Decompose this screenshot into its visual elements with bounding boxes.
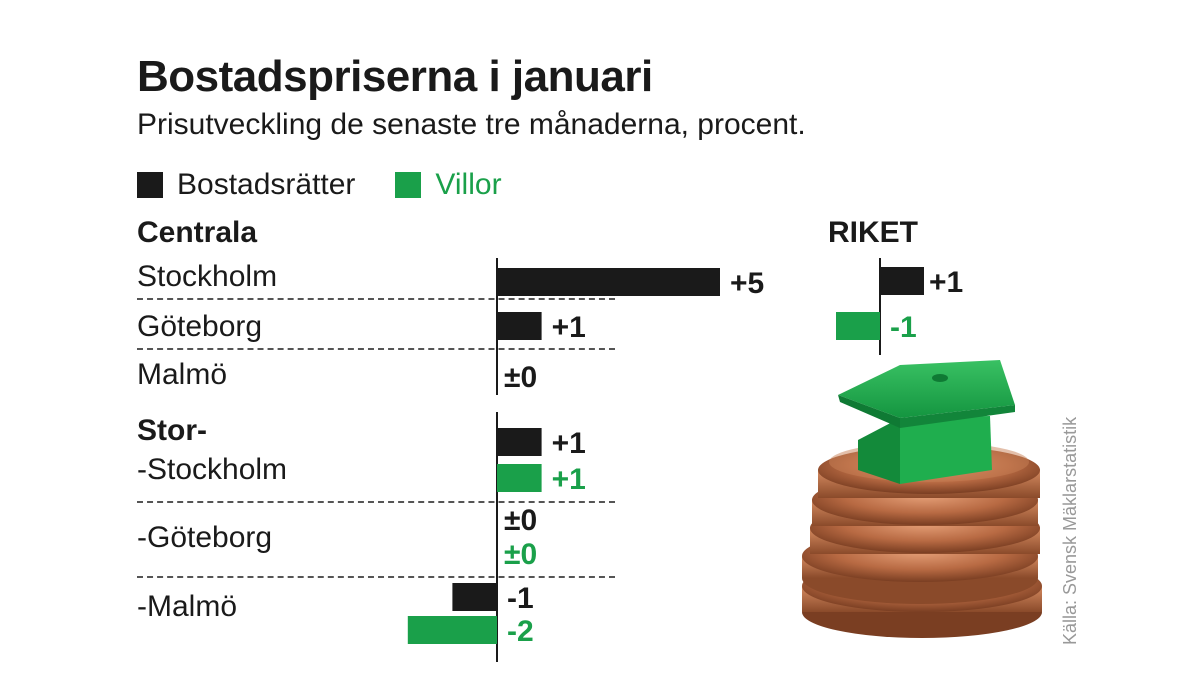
bostadsratter-0-bar [497, 268, 720, 296]
villor-5-value-label: -2 [507, 615, 534, 648]
row-divider [137, 348, 615, 350]
bostadsratter-1-value-label: +1 [552, 311, 586, 344]
legend-swatch-villor [395, 172, 422, 198]
row-label-stor-goteborg: -Göteborg [137, 521, 273, 554]
row-divider [137, 576, 615, 578]
riket-villor-bar [836, 312, 880, 340]
chart-title: Bostadspriserna i januari [137, 52, 653, 101]
legend: Bostadsrätter Villor [137, 168, 542, 202]
bostadsratter-1-bar [497, 312, 542, 340]
legend-item-villor: Villor [395, 168, 502, 202]
bostadsratter-4-value-label: ±0 [504, 504, 537, 537]
bostadsratter-0-value-label: +5 [730, 267, 764, 300]
legend-swatch-bostadsratter [137, 172, 163, 198]
bostadsratter-5-bar [452, 583, 497, 611]
villor-3-value-label: +1 [552, 463, 586, 496]
chart-subtitle: Prisutveckling de senaste tre månaderna,… [137, 108, 806, 141]
source-note: Källa: Svensk Mäklarstatistik [1060, 416, 1080, 645]
legend-item-bostadsratter: Bostadsrätter [137, 168, 355, 202]
riket-bostadsratter-value-label: +1 [929, 266, 963, 299]
riket-villor-value-label: -1 [890, 311, 917, 344]
row-label-stor-malmo: -Malmö [137, 590, 238, 623]
row-label-malmo: Malmö [137, 358, 228, 391]
bostadsratter-3-bar [497, 428, 542, 456]
villor-3-bar [497, 464, 542, 492]
row-divider [137, 298, 615, 300]
bostadsratter-5-value-label: -1 [507, 582, 534, 615]
row-divider [137, 501, 615, 503]
row-label-goteborg: Göteborg [137, 310, 263, 343]
row-label-stor-stockholm: -Stockholm [137, 453, 288, 486]
group-title-centrala: Centrala [137, 216, 258, 249]
legend-label-bostadsratter: Bostadsrätter [177, 168, 356, 201]
coins-house-illustration [802, 360, 1042, 638]
group-title-stor: Stor- [137, 414, 207, 447]
villor-4-value-label: ±0 [504, 538, 537, 571]
bostadsratter-2-value-label: ±0 [504, 361, 537, 394]
row-label-stockholm: Stockholm [137, 260, 278, 293]
bostadsratter-3-value-label: +1 [552, 427, 586, 460]
legend-label-villor: Villor [435, 168, 502, 201]
villor-5-bar [407, 616, 497, 644]
riket-bostadsratter-bar [880, 267, 924, 295]
riket-title: RIKET [828, 216, 918, 249]
